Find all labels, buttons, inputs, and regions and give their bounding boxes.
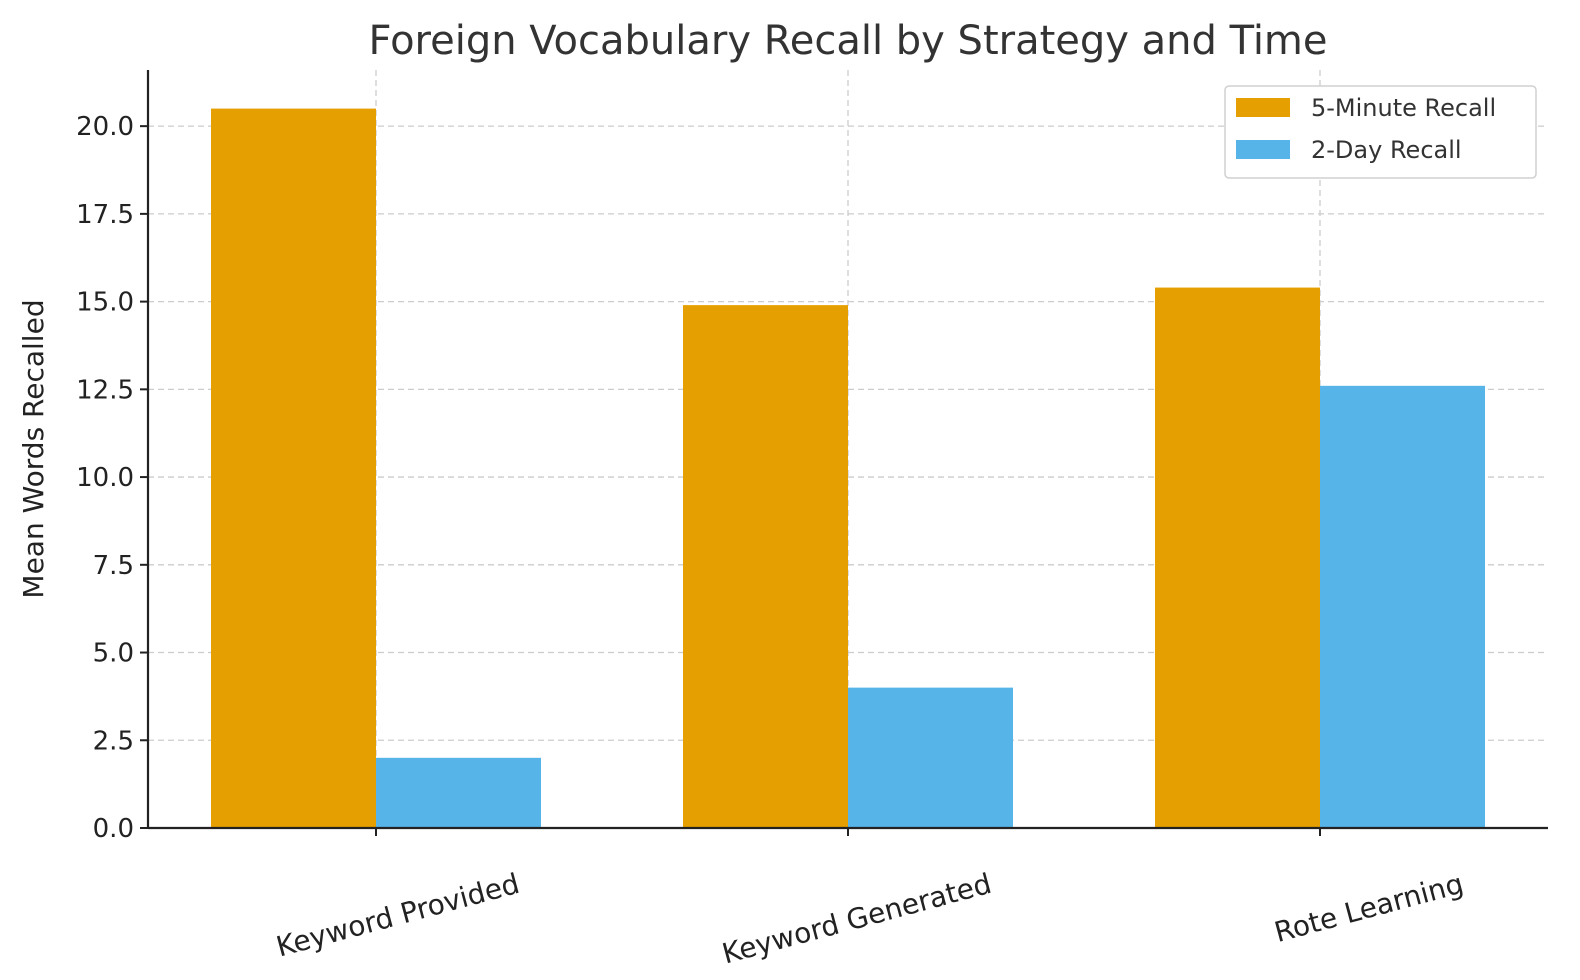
bar-series-0-category-0 (211, 108, 376, 828)
y-tick-label-6: 15.0 (76, 288, 134, 318)
x-tick-label-1: Keyword Generated (719, 867, 995, 971)
y-tick-label-3: 7.5 (93, 551, 134, 581)
chart-title: Foreign Vocabulary Recall by Strategy an… (368, 18, 1327, 64)
x-tick-label-0: Keyword Provided (273, 867, 523, 964)
y-tick-label-4: 10.0 (76, 463, 134, 493)
bar-series-1-category-2 (1320, 385, 1485, 828)
bar-series-0-category-1 (683, 305, 848, 828)
y-axis-label: Mean Words Recalled (17, 299, 50, 598)
y-tick-label-8: 20.0 (76, 112, 134, 142)
legend-swatch-5-minute (1236, 98, 1290, 117)
y-axis-ticks: 0.0 2.5 5.0 7.5 10.0 12.5 15.0 17.5 20.0 (76, 112, 148, 844)
bar-series-1-category-1 (848, 687, 1013, 828)
legend-frame (1224, 85, 1537, 179)
y-tick-label-1: 2.5 (93, 726, 134, 756)
legend-label-2-day: 2-Day Recall (1311, 136, 1462, 164)
y-tick-label-0: 0.0 (93, 814, 134, 844)
legend-label-5-minute: 5-Minute Recall (1311, 94, 1496, 122)
x-axis-ticks: Keyword Provided Keyword Generated Rote Le… (273, 828, 1467, 970)
bar-series-0-category-2 (1155, 287, 1320, 828)
legend-swatch-2-day (1236, 140, 1290, 159)
x-tick-label-2: Rote Learning (1271, 867, 1467, 949)
y-tick-label-5: 12.5 (76, 375, 134, 405)
bars (211, 108, 1485, 828)
y-tick-label-2: 5.0 (93, 639, 134, 669)
y-tick-label-7: 17.5 (76, 200, 134, 230)
legend: 5-Minute Recall 2-Day Recall (1224, 85, 1537, 179)
bar-series-1-category-0 (376, 757, 541, 828)
